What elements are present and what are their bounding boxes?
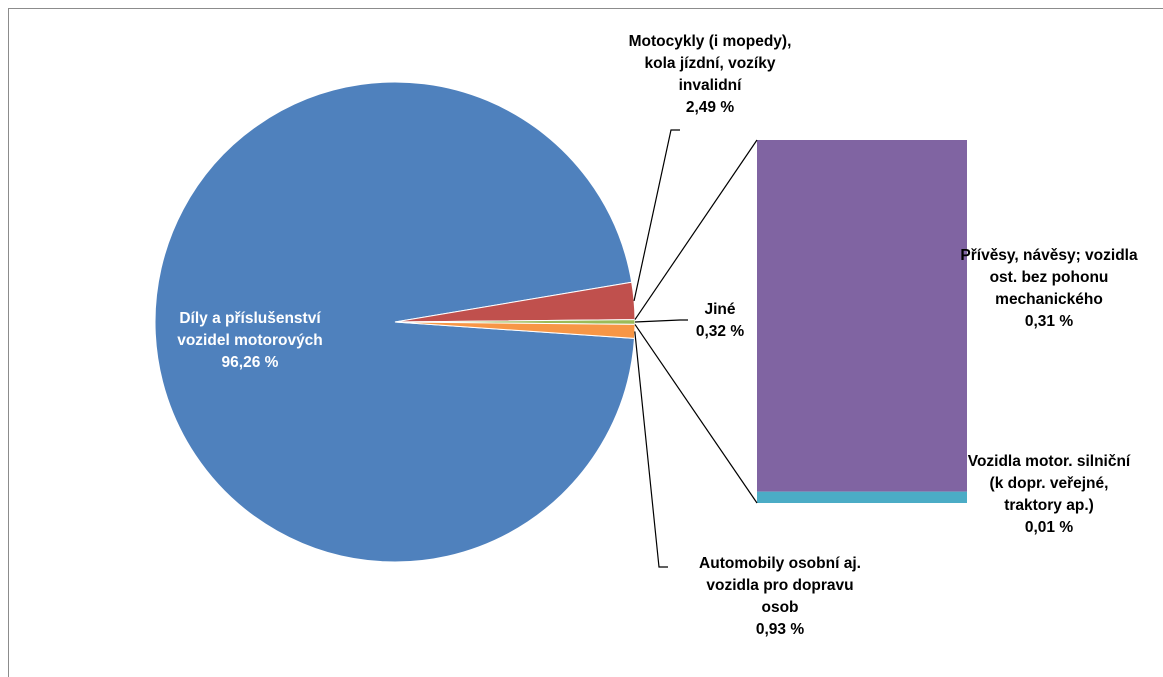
label-slice-dily-line-2: vozidel motorových (177, 332, 323, 349)
connector-top (634, 139, 758, 320)
label-bar-vozidla-line-3: traktory ap.) (1004, 497, 1094, 514)
label-slice-motocykly: Motocykly (i mopedy), kola jízdní, vozík… (590, 31, 830, 119)
label-slice-dily: Díly a příslušenství vozidel motorových … (145, 308, 355, 374)
label-slice-automobily-line-1: Automobily osobní aj. (699, 555, 861, 572)
leader-lines (633, 129, 688, 568)
bar-segment-privesy (757, 140, 967, 492)
leader-line-automobily (634, 331, 668, 568)
label-slice-jine-line-1: Jiné (704, 301, 736, 318)
label-slice-motocykly-line-2: kola jízdní, vozíky (644, 55, 776, 72)
label-slice-automobily-line-2: vozidla pro dopravu (706, 577, 854, 594)
label-bar-privesy: Přívěsy, návěsy; vozidla ost. bez pohonu… (938, 245, 1160, 333)
label-slice-motocykly-line-1: Motocykly (i mopedy), (628, 33, 792, 50)
label-slice-jine: Jiné 0,32 % (675, 299, 765, 343)
label-slice-automobily: Automobily osobní aj. vozidla pro doprav… (660, 553, 900, 641)
leader-line-jine (634, 319, 688, 323)
label-bar-privesy-line-1: Přívěsy, návěsy; vozidla (960, 247, 1138, 264)
label-slice-dily-value: 96,26 % (221, 354, 279, 371)
pie-slice-dily (154, 81, 635, 563)
label-bar-vozidla-value: 0,01 % (1024, 519, 1074, 536)
label-slice-dily-line-1: Díly a příslušenství (179, 310, 321, 327)
connector-bottom (634, 324, 758, 504)
chart-frame (8, 8, 1163, 677)
label-slice-motocykly-line-3: invalidní (678, 77, 742, 94)
label-bar-vozidla: Vozidla motor. silniční (k dopr. veřejné… (938, 451, 1160, 539)
bar-segment-vozidla (757, 491, 967, 503)
label-bar-privesy-line-3: mechanického (995, 291, 1103, 308)
label-bar-privesy-value: 0,31 % (1024, 313, 1074, 330)
label-slice-automobily-line-3: osob (761, 599, 799, 616)
breakdown-bar (757, 140, 967, 503)
leader-line-motocykly (633, 129, 680, 301)
label-slice-jine-value: 0,32 % (695, 323, 745, 340)
label-bar-privesy-line-2: ost. bez pohonu (989, 269, 1109, 286)
label-slice-motocykly-value: 2,49 % (685, 99, 735, 116)
connector-lines (634, 139, 758, 504)
label-bar-vozidla-line-2: (k dopr. veřejné, (989, 475, 1109, 492)
label-slice-automobily-value: 0,93 % (755, 621, 805, 638)
label-bar-vozidla-line-1: Vozidla motor. silniční (967, 453, 1131, 470)
